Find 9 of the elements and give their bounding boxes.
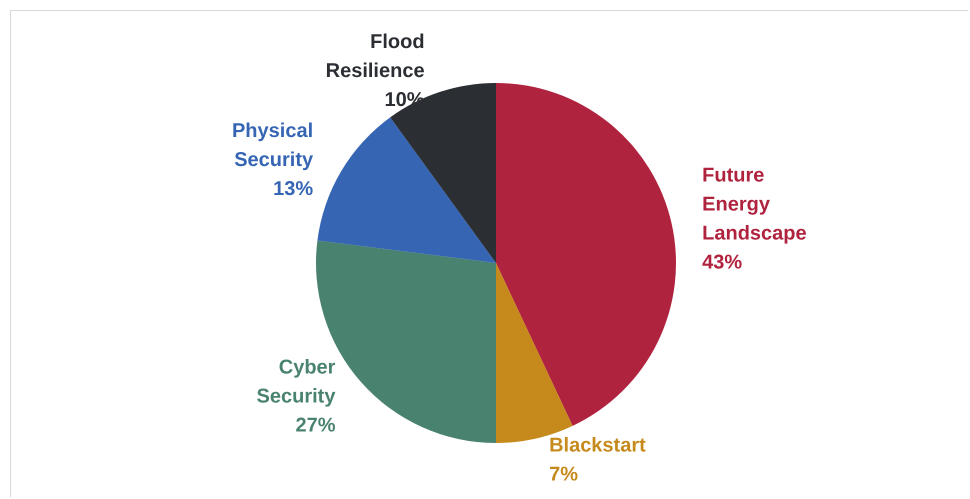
slice-label: Future Energy Landscape — [702, 164, 807, 244]
slice-label: Cyber Security — [256, 356, 336, 408]
slice-label: Physical Security — [232, 120, 314, 172]
slice-label: Flood Resilience — [326, 30, 425, 82]
data-label: 27% — [295, 414, 336, 437]
data-label: 7% — [549, 464, 578, 486]
data-label: 43% — [702, 251, 742, 274]
slice-label: Blackstart — [549, 434, 646, 457]
data-label: 13% — [273, 178, 314, 200]
